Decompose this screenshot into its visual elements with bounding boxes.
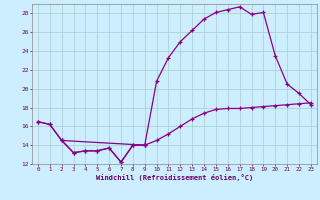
X-axis label: Windchill (Refroidissement éolien,°C): Windchill (Refroidissement éolien,°C) xyxy=(96,174,253,181)
